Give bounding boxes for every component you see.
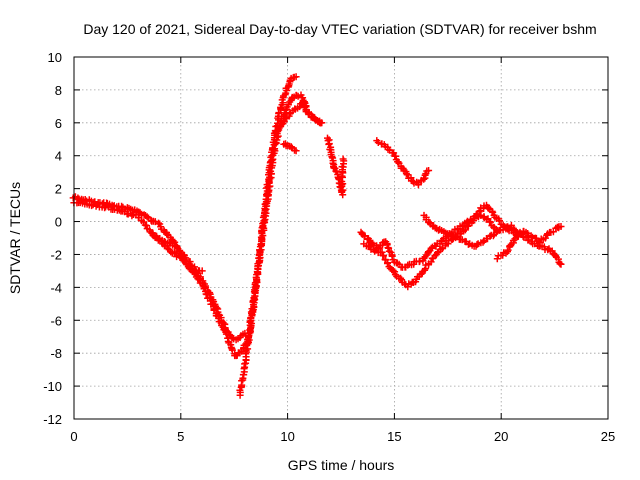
data-point: [266, 175, 274, 183]
y-axis-label: SDTVAR / TECUs: [7, 182, 23, 294]
data-point: [155, 219, 162, 227]
data-point: [479, 238, 487, 246]
data-point: [151, 218, 159, 226]
data-point: [475, 208, 483, 216]
x-tick-label: 20: [494, 429, 508, 444]
data-point: [403, 171, 411, 179]
data-point: [272, 128, 280, 136]
data-point: [292, 147, 300, 155]
y-tick-label: -2: [50, 247, 62, 262]
data-point: [557, 260, 565, 268]
data-points: [69, 73, 565, 399]
x-axis-label: GPS time / hours: [288, 457, 395, 473]
data-point: [286, 110, 293, 118]
y-tick-label: -4: [50, 280, 62, 295]
data-point: [163, 230, 171, 238]
data-point: [389, 267, 397, 274]
data-point: [527, 232, 535, 240]
data-point: [187, 264, 195, 272]
data-point: [199, 282, 207, 290]
data-point: [380, 252, 387, 260]
x-tick-label: 25: [601, 429, 615, 444]
y-tick-label: 8: [55, 83, 62, 98]
data-point: [487, 218, 494, 226]
x-tick-label: 5: [177, 429, 184, 444]
data-point: [136, 209, 144, 217]
y-tick-label: -10: [43, 379, 62, 394]
x-tick-label: 10: [280, 429, 294, 444]
y-tick-label: 2: [55, 182, 62, 197]
y-tick-label: -8: [50, 346, 62, 361]
data-point: [280, 118, 288, 126]
data-point: [388, 252, 396, 260]
data-point: [339, 186, 347, 194]
y-tick-label: 4: [55, 149, 62, 164]
grid: [74, 57, 608, 419]
data-point: [452, 234, 459, 242]
data-point: [128, 212, 136, 220]
data-point: [143, 213, 151, 221]
x-tick-label: 15: [387, 429, 401, 444]
y-tick-label: 0: [55, 215, 62, 230]
data-point: [170, 249, 178, 257]
data-point: [198, 267, 206, 275]
data-point: [318, 119, 326, 127]
data-point: [228, 346, 236, 354]
data-point: [425, 167, 433, 174]
chart-title: Day 120 of 2021, Sidereal Day-to-day VTE…: [83, 21, 596, 37]
data-point: [339, 155, 347, 163]
data-point: [394, 158, 402, 166]
y-axis-ticks: -12 -10 -8 -6 -4 -2 0 2 4 6 8 10: [43, 50, 608, 427]
data-point: [384, 260, 391, 267]
x-axis-ticks: 0 5 10 15 20 25: [70, 57, 615, 444]
data-point: [427, 244, 435, 252]
data-point: [427, 258, 435, 266]
data-point: [176, 250, 184, 258]
data-point: [420, 175, 428, 183]
y-tick-label: 10: [48, 50, 62, 65]
data-point: [402, 170, 410, 178]
y-tick-label: -12: [43, 412, 62, 427]
data-point: [261, 207, 269, 215]
x-tick-label: 0: [70, 429, 77, 444]
data-point: [504, 246, 512, 254]
data-point: [473, 241, 481, 249]
data-point: [287, 143, 295, 151]
plot-frame: [73, 56, 609, 420]
y-tick-label: -6: [50, 313, 62, 328]
y-tick-label: 6: [55, 116, 62, 131]
data-point: [557, 223, 565, 230]
data-point: [292, 73, 300, 81]
